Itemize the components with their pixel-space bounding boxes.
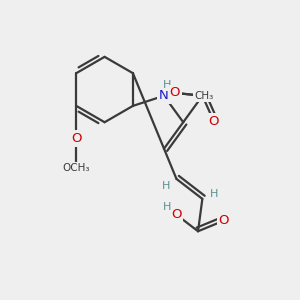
Text: O: O	[218, 214, 229, 227]
Text: O: O	[208, 115, 219, 128]
Text: OCH₃: OCH₃	[62, 163, 90, 173]
Text: H: H	[162, 182, 171, 191]
Text: H: H	[210, 189, 218, 199]
Text: H: H	[162, 202, 171, 212]
Text: O: O	[171, 208, 181, 221]
Text: CH₃: CH₃	[194, 91, 214, 101]
Text: H: H	[163, 80, 172, 90]
Text: O: O	[169, 86, 180, 99]
Text: N: N	[159, 89, 169, 102]
Text: O: O	[71, 132, 82, 145]
